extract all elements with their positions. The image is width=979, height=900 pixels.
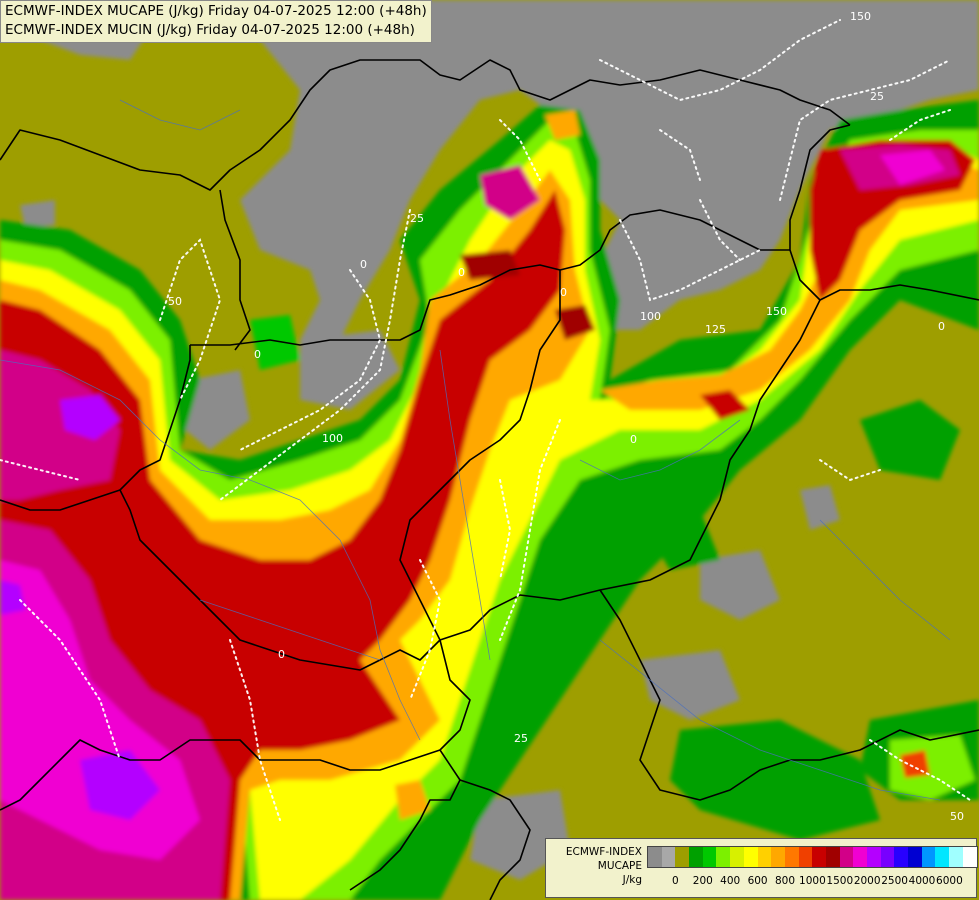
legend-swatch [962, 847, 977, 867]
contour-label: 0 [560, 286, 567, 299]
map-title: ECMWF-INDEX MUCAPE (J/kg) Friday 04-07-2… [0, 0, 432, 43]
legend-swatch [949, 847, 963, 867]
legend-swatch [798, 847, 813, 867]
legend-swatch [743, 847, 758, 867]
contour-label: 0 [278, 648, 285, 661]
legend-swatch [730, 847, 744, 867]
contour-label: 25 [514, 732, 528, 745]
legend-tick-label: 2500 [881, 875, 908, 887]
legend-swatch [867, 847, 881, 867]
legend-swatch [757, 847, 772, 867]
contour-label: 0 [630, 433, 637, 446]
legend-unit: J/kg [622, 874, 642, 886]
contour-label: 25 [410, 212, 424, 225]
legend-tick-label: 4000 [908, 875, 936, 887]
legend-swatch [716, 847, 731, 867]
legend-swatch [880, 847, 895, 867]
legend-swatches [647, 846, 978, 868]
contour-label: 100 [640, 310, 661, 323]
contour-label: 25 [870, 90, 884, 103]
title-line-mucape: ECMWF-INDEX MUCAPE (J/kg) Friday 04-07-2… [5, 3, 427, 19]
contour-label: 50 [168, 295, 182, 308]
legend-tick-label: 800 [774, 875, 796, 887]
contour-label: 0 [360, 258, 367, 271]
contour-label: 0 [254, 348, 261, 361]
title-line-mucin: ECMWF-INDEX MUCIN (J/kg) Friday 04-07-20… [5, 22, 415, 38]
color-legend: ECMWF-INDEX MUCAPE J/kg 0 200 400 600 800 100… [545, 838, 978, 898]
contour-label: 100 [322, 432, 343, 445]
legend-tick-label: 200 [692, 875, 713, 887]
legend-swatch [812, 847, 826, 867]
legend-parameter: MUCAPE [597, 860, 642, 872]
legend-swatch [702, 847, 717, 867]
contour-label: 125 [705, 323, 726, 336]
legend-source: ECMWF-INDEX [565, 846, 642, 858]
contour-label: 50 [950, 810, 964, 823]
legend-swatch [689, 847, 703, 867]
legend-tick-label: 0 [672, 875, 679, 887]
legend-tick-label: 1000 [799, 875, 826, 887]
legend-swatch [784, 847, 799, 867]
contour-label: 150 [766, 305, 787, 318]
legend-tick-label: 6000 [936, 875, 963, 887]
contour-label: 150 [850, 10, 871, 23]
legend-swatch [908, 847, 922, 867]
legend-swatch [825, 847, 840, 867]
legend-swatch [675, 847, 690, 867]
legend-swatch [661, 847, 676, 867]
legend-swatch [771, 847, 785, 867]
legend-title: ECMWF-INDEX MUCAPE J/kg [550, 845, 642, 887]
legend-swatch [648, 847, 662, 867]
legend-tick-label: 1500 [826, 875, 854, 887]
legend-swatch [935, 847, 950, 867]
legend-swatch [921, 847, 936, 867]
legend-tick-label: 400 [720, 875, 741, 887]
legend-tick-label: 2000 [853, 875, 881, 887]
legend-swatch [839, 847, 854, 867]
contour-label: 0 [458, 266, 465, 279]
legend-tick-label: 600 [747, 875, 768, 887]
contour-label: 0 [938, 320, 945, 333]
legend-swatch [853, 847, 867, 867]
legend-swatch [894, 847, 909, 867]
